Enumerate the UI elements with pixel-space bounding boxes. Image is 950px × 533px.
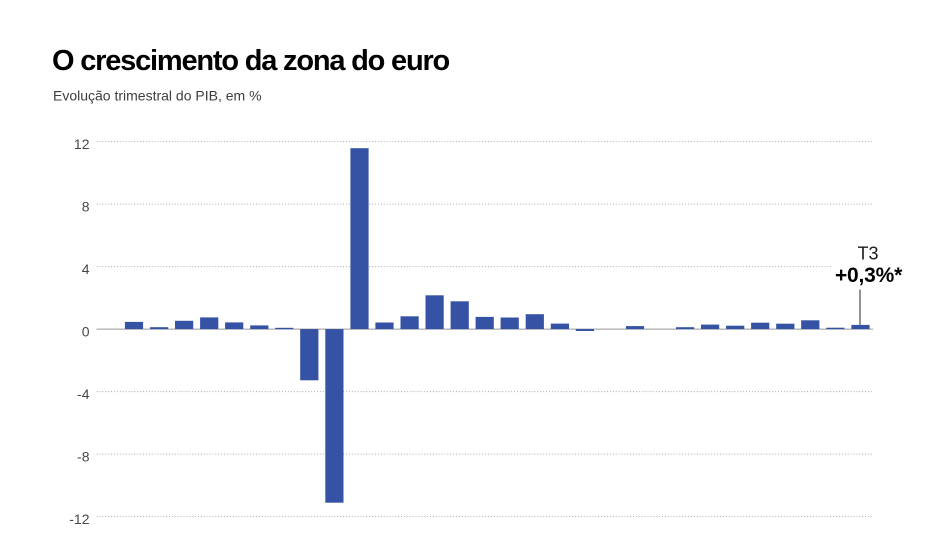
svg-text:8: 8 <box>82 198 90 214</box>
svg-text:-4: -4 <box>77 386 90 402</box>
svg-text:O crescimento da zona do euro: O crescimento da zona do euro <box>52 45 450 77</box>
svg-text:Evolução trimestral do PIB, em: Evolução trimestral do PIB, em % <box>53 88 262 104</box>
svg-text:4: 4 <box>82 261 90 277</box>
svg-text:+0,3%*: +0,3%* <box>835 264 903 287</box>
svg-text:-8: -8 <box>77 448 90 464</box>
svg-text:-12: -12 <box>69 511 89 527</box>
svg-text:T3: T3 <box>857 244 878 264</box>
svg-text:12: 12 <box>74 136 90 152</box>
svg-text:0: 0 <box>82 323 90 339</box>
